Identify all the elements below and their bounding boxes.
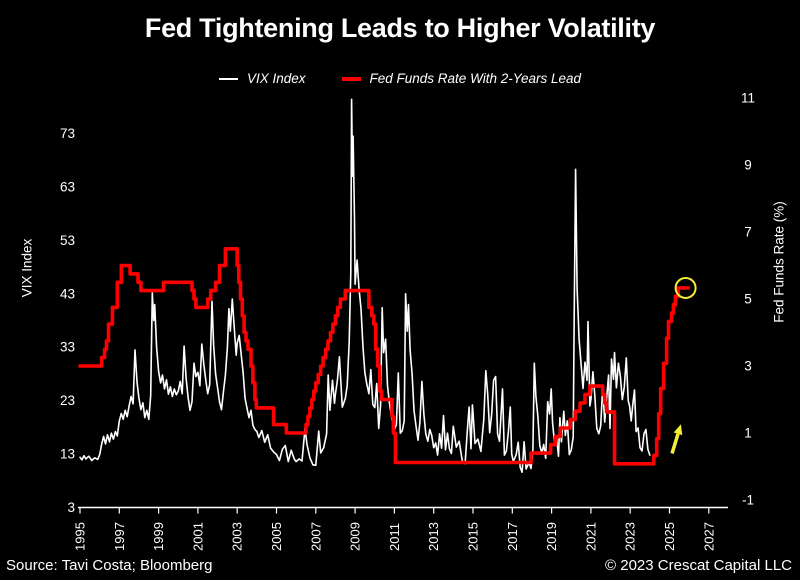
- y-left-tick-label: 53: [60, 233, 75, 248]
- y-left-tick-label: 23: [60, 393, 75, 408]
- x-tick-label: 1995: [73, 522, 88, 551]
- source-credit: Source: Tavi Costa; Bloomberg: [6, 557, 213, 574]
- y-left-tick-label: 43: [60, 286, 75, 301]
- x-tick-label: 2007: [308, 522, 323, 551]
- y-left-tick-label: 13: [60, 447, 75, 462]
- x-tick-label: 2003: [230, 522, 245, 551]
- y-left-tick-label: 3: [67, 500, 75, 515]
- x-tick-label: 2027: [701, 522, 716, 551]
- x-tick-label: 2001: [190, 522, 205, 551]
- fed-funds-series-line: [78, 247, 690, 466]
- copyright-notice: © 2023 Crescat Capital LLC: [605, 557, 792, 574]
- x-tick-label: 2023: [623, 522, 638, 551]
- y-left-tick-label: 73: [60, 126, 75, 141]
- x-tick-label: 2021: [583, 522, 598, 551]
- y-right-tick-label: -1: [742, 493, 754, 508]
- y-left-tick-label: 33: [60, 340, 75, 355]
- y-right-tick-label: 1: [744, 426, 752, 441]
- y-right-tick-label: 11: [741, 91, 755, 106]
- x-tick-label: 1999: [151, 522, 166, 551]
- y-right-tick-label: 7: [744, 225, 752, 240]
- highlight-arrow-shaft: [670, 433, 680, 454]
- vix-series-line: [79, 98, 651, 473]
- y-right-tick-label: 3: [744, 359, 752, 374]
- vix-line-swatch: [218, 77, 238, 80]
- highlight-arrow-head: [673, 424, 683, 436]
- fed-funds-legend-label: Fed Funds Rate With 2-Years Lead: [369, 71, 582, 86]
- vix-legend-label: VIX Index: [246, 71, 306, 86]
- fed-funds-line-swatch: [341, 76, 361, 81]
- legend: VIX Index Fed Funds Rate With 2-Years Le…: [0, 71, 800, 86]
- x-tick-label: 2025: [662, 522, 677, 551]
- y-right-tick-label: 9: [744, 158, 752, 173]
- x-tick-label: 2009: [348, 522, 363, 551]
- y-right-tick-label: 5: [744, 292, 752, 307]
- chart-title: Fed Tightening Leads to Higher Volatilit…: [144, 13, 656, 43]
- x-tick-label: 2013: [426, 522, 441, 551]
- x-tick-label: 2017: [505, 522, 520, 551]
- legend-item-fed-funds: Fed Funds Rate With 2-Years Lead: [341, 71, 582, 86]
- legend-item-vix: VIX Index: [218, 71, 306, 86]
- x-tick-label: 1997: [112, 522, 127, 551]
- x-tick-label: 2019: [544, 522, 559, 551]
- highlight-circle: [674, 276, 697, 299]
- x-tick-label: 2011: [387, 523, 402, 551]
- y-left-tick-label: 63: [60, 179, 75, 194]
- x-tick-label: 2005: [269, 522, 284, 551]
- x-tick-label: 2015: [466, 522, 481, 551]
